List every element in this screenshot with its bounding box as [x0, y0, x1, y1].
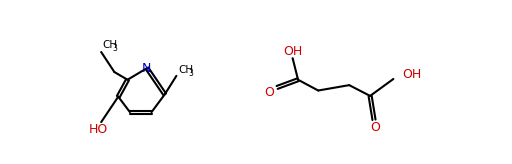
Text: O: O	[371, 121, 380, 134]
Text: CH: CH	[179, 65, 194, 75]
Text: HO: HO	[89, 123, 108, 135]
Text: 3: 3	[189, 69, 194, 78]
Text: OH: OH	[283, 45, 302, 58]
Text: OH: OH	[402, 68, 422, 81]
Text: O: O	[264, 86, 274, 99]
Text: 3: 3	[113, 44, 118, 53]
Text: N: N	[142, 62, 152, 75]
Text: CH: CH	[103, 40, 118, 50]
